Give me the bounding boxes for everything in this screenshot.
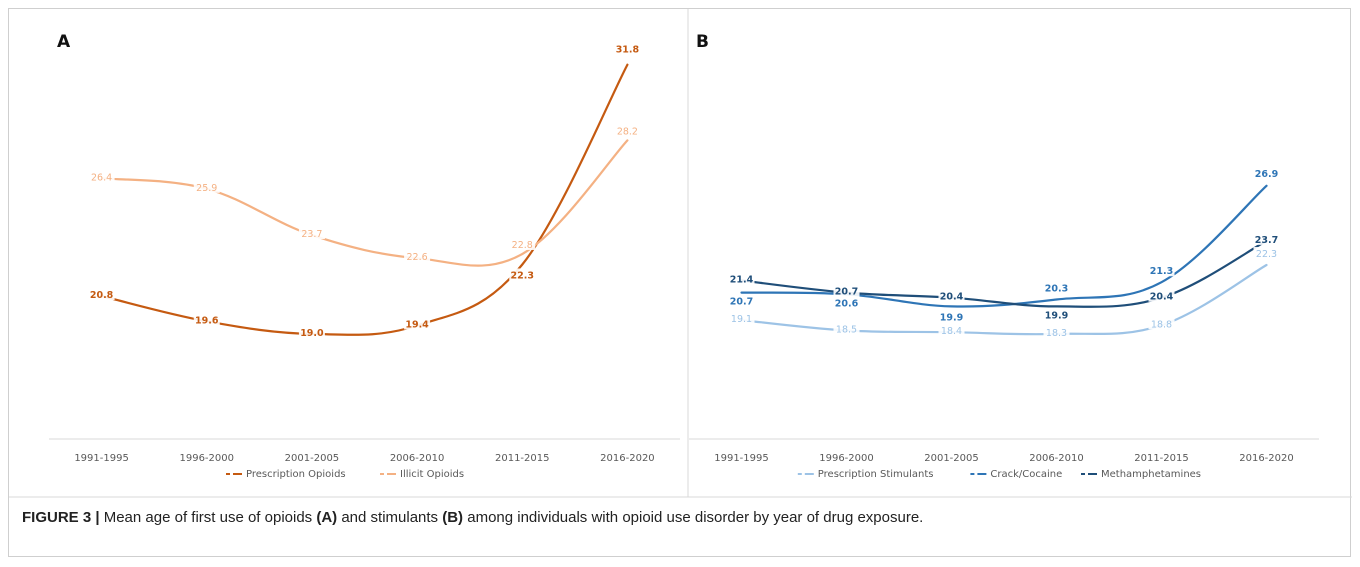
figure-charts: A 1991-1995 1996-2000 2001-2005 2006-2010 201…	[9, 9, 1352, 498]
data-label-bg	[404, 250, 431, 263]
panel-b: B 1991-1995 1996-2000 2001-2005 2006-2010 201…	[689, 32, 1319, 480]
series-line	[740, 184, 1268, 308]
series-line	[100, 63, 629, 336]
data-label-bg	[1148, 289, 1175, 302]
data-label: 19.4	[405, 319, 429, 330]
data-label-bg	[728, 312, 755, 325]
data-label: 28.2	[617, 126, 638, 137]
panel-a: A 1991-1995 1996-2000 2001-2005 2006-2010 201…	[49, 32, 680, 480]
data-label-bg	[938, 324, 965, 337]
data-label-bg	[88, 170, 115, 183]
legend-label: Methamphetamines	[1101, 469, 1201, 480]
legend-label: Prescription Opioids	[246, 469, 346, 480]
data-label: 22.6	[407, 252, 428, 263]
data-label-bg	[193, 313, 220, 326]
caption-text-3: among individuals with opioid use disord…	[463, 509, 924, 526]
data-label-bg	[509, 268, 536, 281]
data-label-bg	[1043, 281, 1070, 294]
legend-label: Illicit Opioids	[400, 469, 464, 480]
data-label: 19.0	[300, 328, 324, 339]
series-line	[740, 263, 1268, 336]
data-label-bg	[88, 288, 115, 301]
data-label-bg	[1043, 308, 1070, 321]
caption-panel-a: (A)	[316, 509, 338, 526]
legend: Prescription Opioids Illicit Opioids	[226, 469, 464, 480]
legend: Prescription Stimulants Crack/Cocaine Meth…	[797, 469, 1201, 480]
data-label: 23.7	[1255, 235, 1278, 246]
data-label: 26.9	[1255, 169, 1278, 180]
x-tick-label: 2011-2015	[495, 453, 550, 464]
series-line	[740, 239, 1268, 308]
data-label: 19.9	[940, 312, 963, 323]
data-label-bg	[938, 289, 965, 302]
data-label-bg	[509, 237, 536, 250]
x-tick-label: 1991-1995	[74, 453, 129, 464]
data-label-bg	[1148, 264, 1175, 277]
figure-frame: A 1991-1995 1996-2000 2001-2005 2006-2010 201…	[8, 8, 1352, 557]
data-label: 19.9	[1045, 310, 1068, 321]
x-tick-label: 1996-2000	[179, 453, 234, 464]
figure-caption: FIGURE 3 | Mean age of first use of opio…	[22, 508, 1332, 528]
data-label-bg	[1253, 232, 1280, 245]
x-tick-label: 2006-2010	[1029, 453, 1084, 464]
data-label-bg	[1148, 317, 1175, 330]
panel-label: A	[57, 32, 71, 52]
data-label-bg	[728, 272, 755, 285]
data-label: 25.9	[196, 183, 217, 194]
caption-text-1: Mean age of first use of opioids	[99, 509, 317, 526]
x-tick-label: 2016-2020	[1239, 453, 1294, 464]
x-tick-label: 2016-2020	[600, 453, 655, 464]
data-label-bg	[1043, 325, 1070, 338]
data-label: 20.4	[1150, 292, 1174, 303]
data-label-bg	[404, 317, 431, 330]
data-label-bg	[298, 227, 325, 240]
data-label-bg	[298, 325, 325, 338]
data-label-bg	[614, 124, 641, 137]
data-label-bg	[833, 284, 860, 297]
data-label: 21.4	[730, 275, 754, 286]
data-label: 21.3	[1150, 266, 1173, 277]
data-label: 20.4	[940, 292, 964, 303]
x-tick-label: 1996-2000	[819, 453, 874, 464]
data-label-bg	[193, 180, 220, 193]
data-label: 19.1	[731, 314, 752, 325]
data-label-bg	[614, 42, 641, 55]
data-label-bg	[833, 322, 860, 335]
data-label: 31.8	[616, 45, 640, 56]
data-label: 18.8	[1151, 319, 1172, 330]
data-label: 22.3	[511, 270, 534, 281]
x-tick-label: 2011-2015	[1134, 453, 1189, 464]
x-tick-label: 2006-2010	[390, 453, 445, 464]
data-label: 23.7	[301, 229, 322, 240]
data-label: 20.8	[90, 290, 114, 301]
x-tick-label: 1991-1995	[714, 453, 769, 464]
caption-panel-b: (B)	[442, 509, 464, 526]
data-label: 22.8	[512, 240, 533, 251]
data-label: 19.6	[195, 315, 219, 326]
data-label-bg	[728, 294, 755, 307]
data-label-bg	[1253, 166, 1280, 179]
caption-text-2: and stimulants	[337, 509, 443, 526]
data-label: 20.7	[835, 287, 858, 298]
panel-label: B	[696, 32, 709, 52]
data-label-bg	[833, 296, 860, 309]
data-label-bg	[938, 310, 965, 323]
caption-lead: FIGURE 3 |	[22, 509, 100, 526]
legend-label: Crack/Cocaine	[990, 469, 1062, 480]
data-label: 18.5	[836, 324, 857, 335]
data-label: 26.4	[91, 172, 112, 183]
data-label: 20.6	[835, 298, 859, 309]
x-tick-label: 2001-2005	[924, 453, 979, 464]
legend-label: Prescription Stimulants	[818, 469, 934, 480]
data-label: 22.3	[1256, 249, 1277, 260]
data-label: 20.3	[1045, 283, 1068, 294]
series-line	[100, 139, 629, 267]
data-label: 18.3	[1046, 328, 1067, 339]
x-tick-label: 2001-2005	[285, 453, 340, 464]
data-label: 20.7	[730, 297, 753, 308]
data-label: 18.4	[941, 326, 962, 337]
data-label-bg	[1253, 247, 1280, 260]
